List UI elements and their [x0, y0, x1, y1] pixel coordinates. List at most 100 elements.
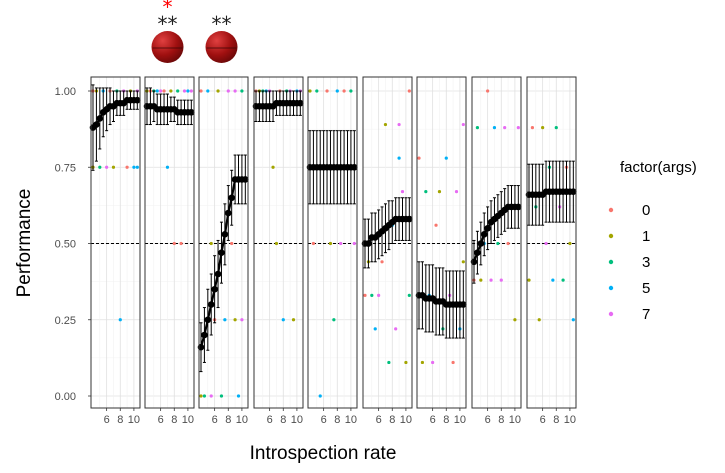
- mean-point: [480, 231, 488, 238]
- data-point: [461, 122, 465, 127]
- data-point: [383, 122, 388, 127]
- data-point: [568, 241, 572, 246]
- y-tick-label: 0.25: [55, 315, 76, 327]
- panel-border: [526, 76, 577, 409]
- x-axis-label: Introspection rate: [250, 443, 397, 464]
- x-tick-label: 10: [128, 414, 140, 426]
- x-tick-label: 6: [540, 414, 546, 426]
- x-tick-label: 8: [498, 414, 504, 426]
- data-point: [162, 89, 166, 93]
- data-point: [541, 126, 545, 130]
- data-point: [527, 278, 531, 282]
- legend-label: 1: [642, 228, 650, 245]
- x-tick-label: 8: [443, 414, 449, 426]
- x-tick-label: 6: [158, 414, 164, 426]
- x-tick-label: 10: [236, 414, 248, 426]
- mean-point: [242, 176, 249, 183]
- panel-background: [91, 77, 140, 408]
- mean-point: [207, 301, 215, 308]
- facet-panel-2: [143, 76, 195, 409]
- data-point: [169, 89, 173, 93]
- data-point: [240, 89, 244, 93]
- x-tick-label: 6: [267, 414, 273, 426]
- mean-point: [218, 249, 225, 256]
- legend-title: factor(args): [620, 159, 697, 176]
- mean-point: [134, 96, 141, 104]
- ball-body: [205, 31, 238, 63]
- data-point: [202, 394, 207, 398]
- significance-black-stars: **: [158, 12, 178, 36]
- panel-background: [145, 77, 194, 408]
- y-tick-label: 0.50: [55, 239, 76, 251]
- x-tick-label: 8: [389, 414, 395, 426]
- mean-point: [460, 301, 467, 308]
- data-point: [380, 260, 384, 264]
- x-tick-label: 6: [376, 414, 382, 426]
- data-point: [199, 89, 203, 93]
- data-point: [240, 318, 244, 322]
- data-point: [475, 126, 480, 130]
- data-point: [407, 89, 411, 93]
- mean-point: [477, 240, 485, 247]
- panel-border: [198, 76, 249, 409]
- data-point: [271, 165, 275, 169]
- x-tick-label: 10: [182, 414, 194, 426]
- facet-panel-8: [470, 76, 522, 409]
- data-point: [499, 278, 503, 282]
- mean-point: [474, 249, 481, 256]
- data-point: [387, 360, 391, 365]
- data-point: [551, 278, 555, 282]
- x-tick-label: 8: [225, 414, 231, 426]
- data-point: [451, 360, 455, 365]
- data-point: [420, 360, 425, 365]
- data-point: [444, 156, 448, 160]
- data-point: [98, 165, 102, 169]
- data-point: [176, 89, 180, 93]
- mean-point: [570, 188, 577, 195]
- significance-red-star: *: [163, 0, 173, 19]
- data-point: [274, 241, 279, 246]
- mean-point: [297, 99, 304, 107]
- panel-border: [253, 76, 304, 409]
- data-point: [233, 318, 237, 322]
- x-tick-label: 10: [400, 414, 412, 426]
- red-ball-icon: [151, 31, 184, 63]
- panel-background: [308, 77, 357, 408]
- data-point: [506, 241, 510, 246]
- data-point: [544, 241, 548, 246]
- x-tick-label: 8: [280, 414, 286, 426]
- legend-label: 5: [642, 280, 650, 297]
- ball-body: [151, 31, 184, 63]
- x-tick-label: 8: [553, 414, 559, 426]
- panel-border: [471, 76, 522, 409]
- data-point: [105, 165, 109, 169]
- data-point: [492, 126, 497, 130]
- data-point: [424, 190, 428, 194]
- data-point: [454, 190, 459, 194]
- legend-key: [608, 233, 614, 239]
- data-point: [132, 165, 136, 169]
- legend-label: 3: [642, 254, 650, 271]
- x-tick-label: 10: [291, 414, 303, 426]
- data-point: [226, 89, 230, 93]
- data-point: [318, 394, 322, 398]
- panel-border: [307, 76, 358, 409]
- mean-point: [484, 224, 491, 232]
- data-point: [352, 241, 356, 246]
- data-point: [118, 318, 122, 322]
- data-point: [486, 89, 490, 93]
- data-point: [489, 278, 493, 282]
- data-point: [363, 293, 367, 297]
- data-point: [182, 89, 187, 93]
- mean-point: [211, 285, 218, 293]
- data-point: [111, 165, 116, 169]
- data-point: [308, 89, 312, 93]
- data-point: [503, 126, 507, 130]
- data-point: [291, 318, 296, 322]
- data-point: [561, 278, 565, 282]
- data-point: [172, 241, 176, 246]
- data-point: [349, 89, 353, 93]
- data-point: [233, 89, 237, 93]
- mean-point: [201, 331, 208, 339]
